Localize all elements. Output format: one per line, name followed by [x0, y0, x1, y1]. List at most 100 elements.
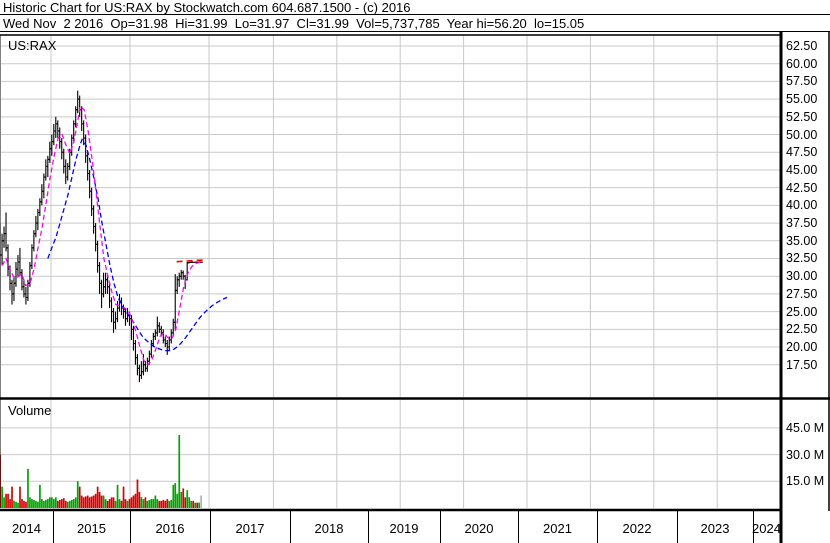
volume-bar: [92, 495, 95, 508]
volume-bar: [176, 493, 179, 508]
symbol-label: US:RAX: [8, 38, 57, 53]
volume-bar: [17, 502, 19, 508]
volume-bar: [13, 500, 15, 508]
volume-bar: [124, 499, 127, 508]
year-cell-divider: [210, 511, 211, 543]
price-tick-label: 22.50: [786, 322, 818, 337]
volume-bar: [102, 495, 105, 508]
volume-bar: [164, 500, 167, 508]
price-tick-label: 47.50: [786, 145, 818, 160]
volume-bar: [7, 493, 9, 508]
ma-slow-line: [47, 138, 228, 352]
price-tick-label: 37.50: [786, 216, 818, 231]
volume-bar: [56, 500, 59, 508]
price-tick-label: 62.50: [786, 39, 818, 53]
ma-fast-line: [1, 104, 201, 366]
volume-bar: [104, 499, 107, 508]
volume-bar: [51, 497, 53, 508]
deal-price-line: [176, 259, 206, 263]
volume-bar: [1, 486, 3, 508]
price-tick-label: 32.50: [786, 251, 818, 266]
volume-bar: [70, 499, 73, 508]
year-label: 2015: [77, 520, 106, 536]
volume-bar: [94, 493, 97, 508]
volume-bar: [49, 497, 51, 508]
volume-bar: [62, 498, 65, 508]
volume-bar: [140, 497, 143, 508]
volume-bar: [168, 500, 171, 508]
volume-bar: [142, 499, 145, 508]
price-tick-label: 42.50: [786, 180, 818, 195]
volume-bar: [172, 484, 175, 508]
volume-bar: [128, 499, 131, 508]
year-label: 2016: [155, 520, 185, 536]
price-tick-label: 52.50: [786, 109, 818, 124]
year-cell-divider: [368, 511, 369, 543]
volume-bar: [66, 501, 69, 508]
year-label: 2017: [235, 520, 265, 536]
year-label: 2023: [700, 520, 730, 536]
volume-bar: [148, 499, 151, 508]
volume-bar: [25, 501, 27, 508]
volume-bar: [88, 497, 91, 508]
volume-bar: [138, 491, 141, 508]
volume-bar: [134, 493, 137, 508]
volume-bar: [74, 497, 77, 508]
volume-bar: [11, 486, 13, 508]
volume-bar: [72, 499, 75, 508]
volume-bar: [118, 499, 121, 508]
volume-bar: [156, 499, 159, 508]
year-label: 2020: [464, 520, 494, 536]
volume-panel-label: Volume: [8, 403, 52, 418]
volume-bar: [132, 495, 135, 508]
volume-bar: [98, 491, 101, 508]
year-label: 2022: [622, 520, 652, 536]
volume-bar: [146, 500, 149, 508]
price-tick-label: 57.50: [786, 74, 818, 89]
volume-bar: [29, 497, 31, 508]
quote-line: Wed Nov 2 2016 Op=31.98 Hi=31.99 Lo=31.9…: [3, 16, 585, 31]
price-tick-label: 35.00: [786, 233, 818, 248]
year-label: 2021: [543, 520, 572, 536]
volume-bar: [180, 491, 183, 508]
year-label: 2024: [752, 520, 781, 536]
volume-bar: [58, 499, 61, 508]
year-cell-divider: [677, 511, 678, 543]
volume-bar: [106, 500, 109, 508]
volume-bar: [150, 499, 153, 508]
header-divider-2: [0, 31, 830, 32]
price-tick-label: 50.00: [786, 127, 818, 142]
volume-bar: [108, 499, 111, 508]
volume-bar: [154, 495, 157, 508]
price-tick-label: 27.50: [786, 286, 818, 301]
volume-bar: [96, 486, 99, 508]
volume-bar: [152, 499, 155, 508]
volume-bar: [136, 479, 139, 508]
volume-bar: [35, 500, 37, 508]
volume-bar: [112, 497, 115, 508]
volume-bar: [37, 501, 39, 508]
volume-bar: [122, 486, 125, 508]
volume-bar: [5, 493, 7, 508]
volume-bar: [188, 497, 191, 508]
year-cell-divider: [440, 511, 441, 543]
volume-bar: [178, 435, 181, 508]
volume-bar: [78, 486, 81, 508]
year-label: 2019: [389, 520, 419, 536]
volume-bar: [41, 499, 43, 508]
volume-bar: [90, 496, 93, 508]
volume-bar: [52, 499, 55, 508]
volume-bar: [196, 502, 199, 508]
volume-bar: [194, 502, 197, 508]
volume-bar: [144, 497, 147, 508]
volume-bar: [80, 495, 83, 508]
volume-bar: [200, 495, 203, 508]
volume-bar: [43, 500, 45, 508]
volume-bar: [76, 481, 79, 508]
price-tick-label: 30.00: [786, 269, 818, 284]
volume-bar: [64, 500, 67, 508]
volume-bar: [19, 486, 21, 508]
volume-bar: [126, 500, 129, 508]
price-tick-label: 40.00: [786, 198, 818, 213]
